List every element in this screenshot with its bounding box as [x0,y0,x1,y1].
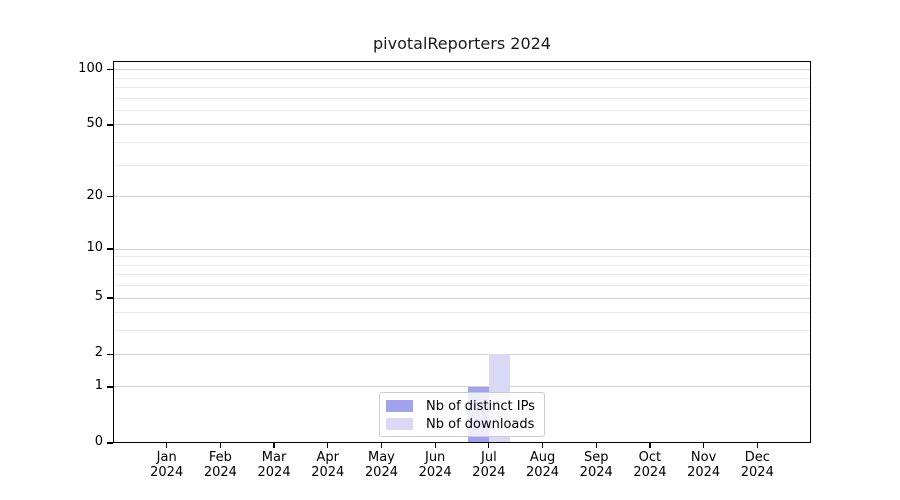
legend-swatch-downloads [386,418,413,430]
legend-label-downloads: Nb of downloads [426,416,535,432]
x-axis-tick [380,443,383,448]
x-tick-year: 2024 [150,465,184,480]
x-axis-tick-label: Jan 2024 [140,450,194,480]
x-tick-month: Apr [316,450,340,465]
x-axis-tick-label: Sep 2024 [569,450,623,480]
minor-gridline [113,330,811,332]
major-gridline [113,386,811,388]
major-gridline [113,69,811,71]
x-tick-year: 2024 [579,465,613,480]
x-tick-year: 2024 [311,465,345,480]
minor-gridline [113,164,811,166]
x-axis-tick [273,443,275,448]
x-tick-year: 2024 [687,465,721,480]
x-tick-month: Jan [156,450,177,465]
x-tick-month: Aug [529,450,556,465]
y-axis-tick [107,442,113,444]
y-axis-tick-label: 1 [94,377,103,393]
minor-gridline [113,312,811,314]
y-axis-tick [107,297,113,299]
x-tick-month: Dec [744,450,770,465]
x-tick-year: 2024 [740,465,774,480]
y-axis-tick [107,124,113,126]
x-axis-tick-label: Apr 2024 [301,450,355,480]
x-tick-year: 2024 [257,465,291,480]
y-axis-tick [107,386,113,388]
x-axis-tick [649,443,651,448]
x-tick-year: 2024 [203,465,237,480]
minor-gridline [113,97,811,99]
x-axis-tick-label: Oct 2024 [623,450,677,480]
y-axis-tick [107,69,113,71]
x-axis-tick-label: Dec 2024 [730,450,784,480]
major-gridline [113,248,811,250]
x-tick-month: Mar [261,450,287,465]
x-axis-tick-label: Jun 2024 [408,450,462,480]
x-tick-month: May [368,450,395,465]
x-axis-tick-label: Mar 2024 [247,450,301,480]
x-axis-tick-label: Jul 2024 [462,450,516,480]
legend-item-distinct-ips: Nb of distinct IPs [386,398,536,414]
x-axis-tick-label: Aug 2024 [516,450,570,480]
x-tick-month: Feb [208,450,232,465]
y-axis-tick-label: 10 [86,240,103,256]
x-axis-tick [595,443,597,448]
chart-title: pivotalReporters 2024 [373,34,551,53]
x-axis-tick [219,443,221,448]
x-tick-month: Sep [583,450,609,465]
x-tick-year: 2024 [472,465,506,480]
y-axis-tick [107,353,113,355]
minor-gridline [113,142,811,144]
y-axis-tick-label: 50 [86,115,103,131]
x-axis-tick-label: Nov 2024 [677,450,731,480]
legend-label-distinct-ips: Nb of distinct IPs [426,398,535,414]
x-axis-tick [434,443,436,448]
minor-gridline [113,77,811,79]
minor-gridline [113,256,811,258]
legend-swatch-distinct-ips [386,400,413,412]
minor-gridline [113,274,811,276]
x-tick-year: 2024 [633,465,667,480]
y-axis-tick-label: 5 [94,289,103,305]
major-gridline [113,124,811,126]
x-tick-year: 2024 [525,465,560,480]
minor-gridline [113,264,811,266]
legend: Nb of distinct IPs Nb of downloads [379,392,545,437]
y-axis-tick-label: 20 [86,187,103,203]
major-gridline [113,353,811,355]
x-axis-tick [703,443,705,448]
x-tick-month: Nov [690,450,717,465]
x-axis-tick [541,443,544,448]
x-axis-tick [327,443,329,448]
x-axis-tick [488,443,490,448]
y-axis-tick-label: 0 [94,434,103,449]
x-axis-tick-label: May 2024 [354,450,408,480]
x-axis-tick [166,443,168,448]
y-axis-tick-label: 100 [78,60,103,76]
y-axis-tick [107,196,113,198]
minor-gridline [113,285,811,287]
legend-item-downloads: Nb of downloads [386,416,536,432]
x-axis-tick [756,443,758,448]
major-gridline [113,297,811,299]
minor-gridline [113,110,811,111]
x-tick-month: Jun [424,450,446,465]
x-axis-tick-label: Feb 2024 [193,450,247,480]
y-axis-tick [107,248,113,250]
x-tick-year: 2024 [418,465,452,480]
x-tick-month: Oct [638,450,662,465]
minor-gridline [113,87,811,89]
major-gridline [113,196,811,198]
x-tick-year: 2024 [364,465,398,480]
y-axis-tick-label: 2 [94,345,103,361]
x-tick-month: Jul [481,450,497,465]
